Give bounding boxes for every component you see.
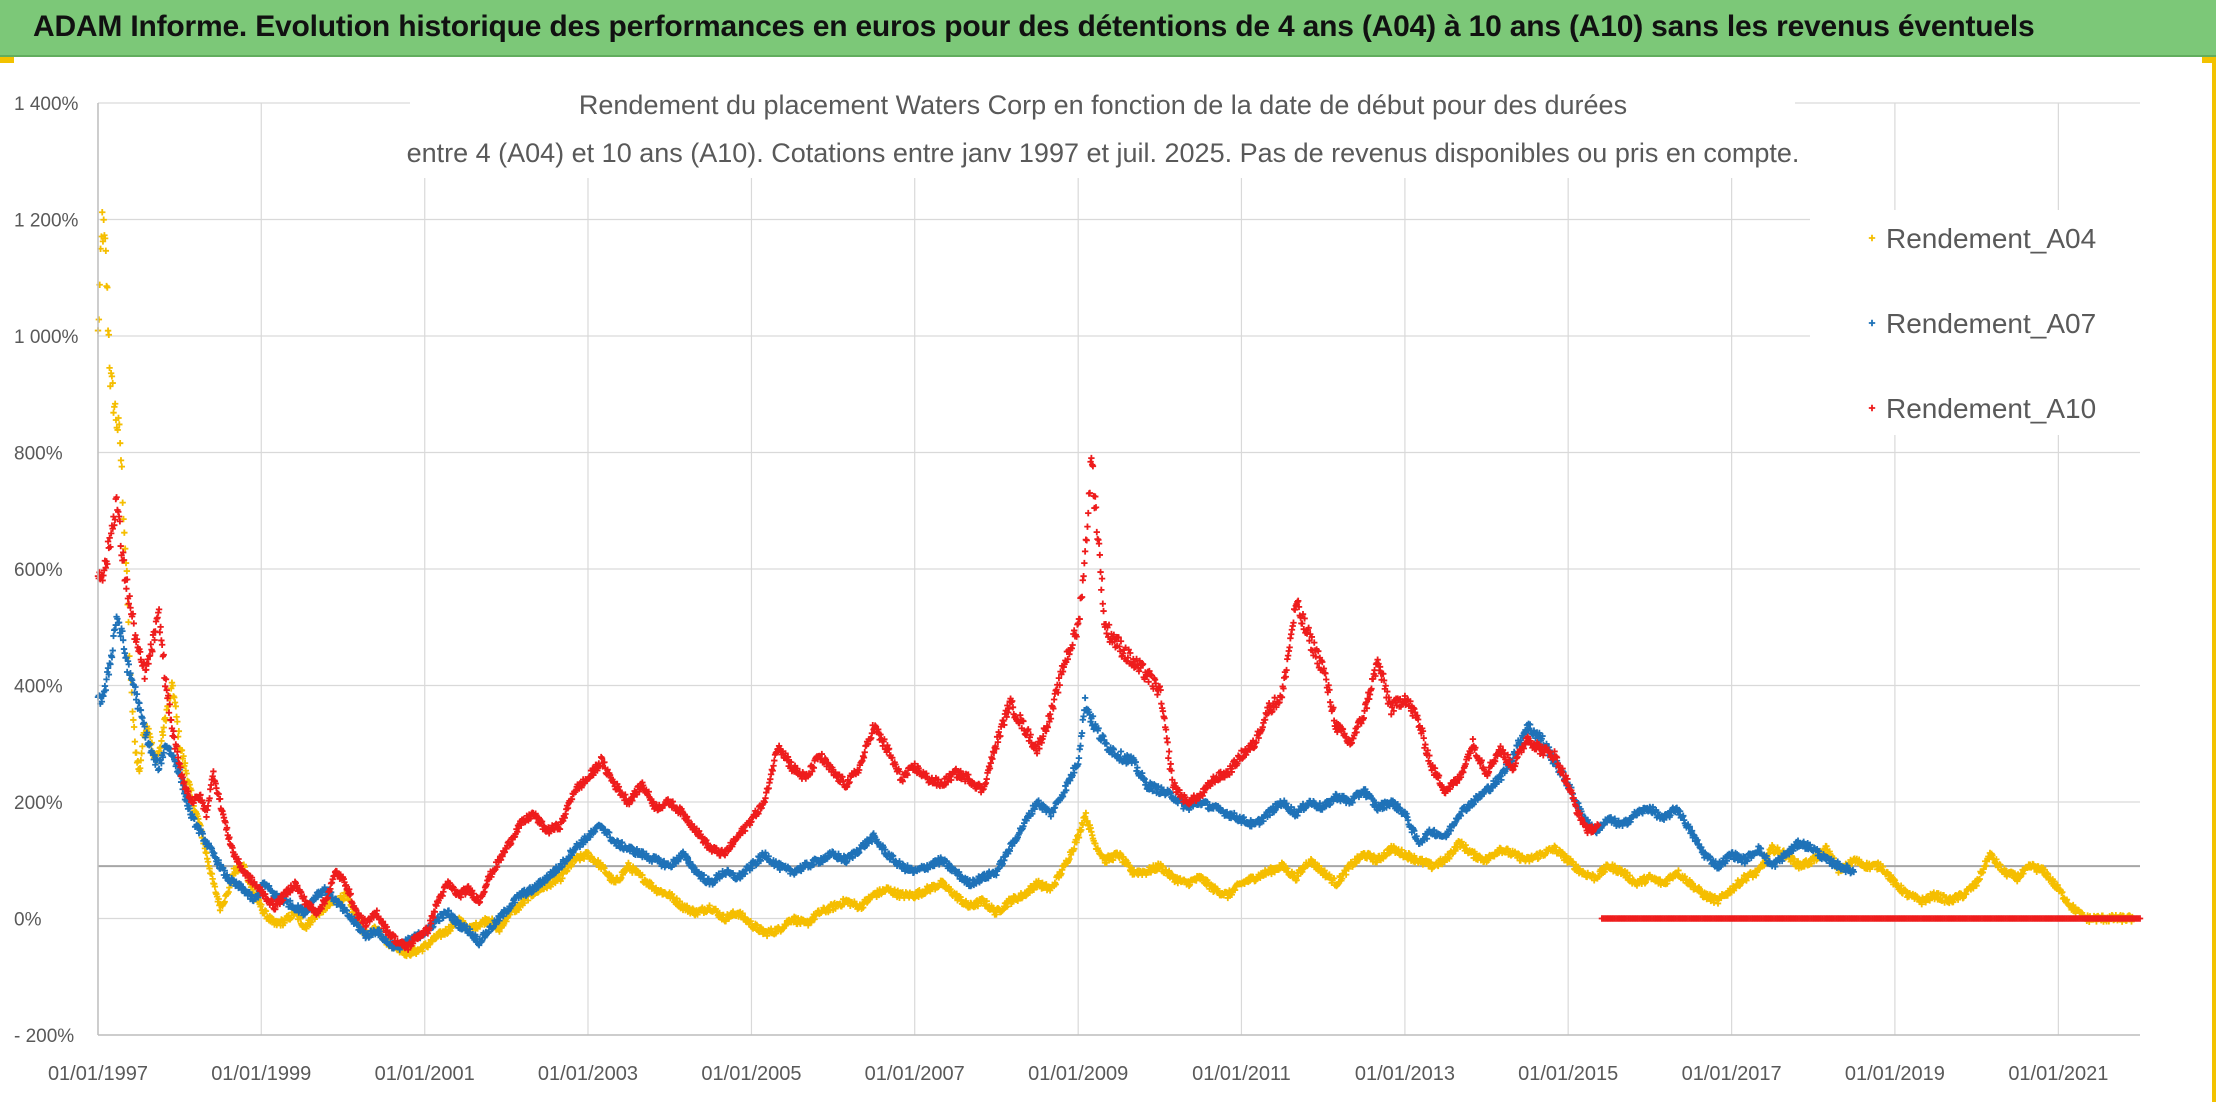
data-point [131,738,139,745]
data-point [108,373,116,380]
data-point [102,247,110,255]
edge-accent-right [2212,57,2216,1102]
data-point [114,426,121,434]
data-point [121,545,129,552]
series-rendement-a04 [94,209,2137,960]
data-point [155,765,163,772]
data-point [116,439,124,447]
corner-accent-left [0,57,14,63]
data-point [155,606,163,613]
data-point [993,911,1000,918]
data-point [676,898,684,905]
data-point [311,915,319,923]
data-point [101,235,109,242]
data-point [125,661,132,668]
data-point [158,737,165,745]
data-point [106,364,113,372]
data-point [130,716,137,724]
data-point [215,895,222,903]
data-point [137,757,145,764]
data-point [216,907,224,914]
data-point [447,927,454,935]
data-point [625,859,632,867]
data-point [138,750,145,757]
data-point [210,768,217,775]
data-point [110,409,117,416]
data-point [1081,694,1089,702]
data-point [563,867,571,875]
data-point [953,890,960,898]
series-rendement-a10 [94,454,2144,953]
data-point [188,787,195,794]
data-point [157,623,164,631]
data-point [118,463,126,470]
data-point [174,718,181,725]
data-point [109,379,116,387]
data-points [94,209,2144,960]
data-point [178,747,186,754]
data-point [180,752,187,760]
report-title: ADAM Informe. Evolution historique des p… [33,10,2035,43]
data-point [104,284,111,291]
data-point [183,770,190,777]
data-point [130,723,138,731]
data-point [258,901,265,908]
data-point [115,414,122,422]
data-point [120,515,127,523]
data-point [172,703,179,710]
data-point [221,898,228,905]
data-point [105,331,113,338]
data-point [129,708,136,715]
data-point [158,641,166,648]
data-point [585,850,592,857]
data-point [160,724,167,731]
data-point [175,728,183,735]
data-point [125,618,132,626]
data-point [111,400,119,407]
data-point [130,620,137,627]
data-point [123,585,130,592]
data-point [100,216,107,223]
data-point [119,499,126,506]
data-point [169,682,176,689]
data-point [203,849,210,857]
data-point [203,813,210,821]
data-point [1075,754,1083,762]
data-point [1080,713,1087,720]
data-point [639,871,646,879]
report-banner: ADAM Informe. Evolution historique des p… [0,0,2216,57]
data-point [95,316,103,323]
data-point [915,893,922,900]
data-point [159,731,167,739]
data-point [136,699,143,707]
data-point [116,421,123,428]
gridlines [97,102,2140,1036]
data-point [211,883,219,890]
data-point [524,897,532,904]
data-point [110,632,117,640]
data-point [181,760,189,767]
data-point [136,765,144,772]
data-point [99,209,106,216]
data-point [139,743,146,750]
data-point [983,898,990,905]
data-point [117,457,125,464]
data-point [647,879,655,887]
corner-accent-right [2202,57,2216,63]
data-point [141,675,148,682]
data-point [123,567,131,575]
data-point [121,529,128,536]
data-point [262,907,270,915]
